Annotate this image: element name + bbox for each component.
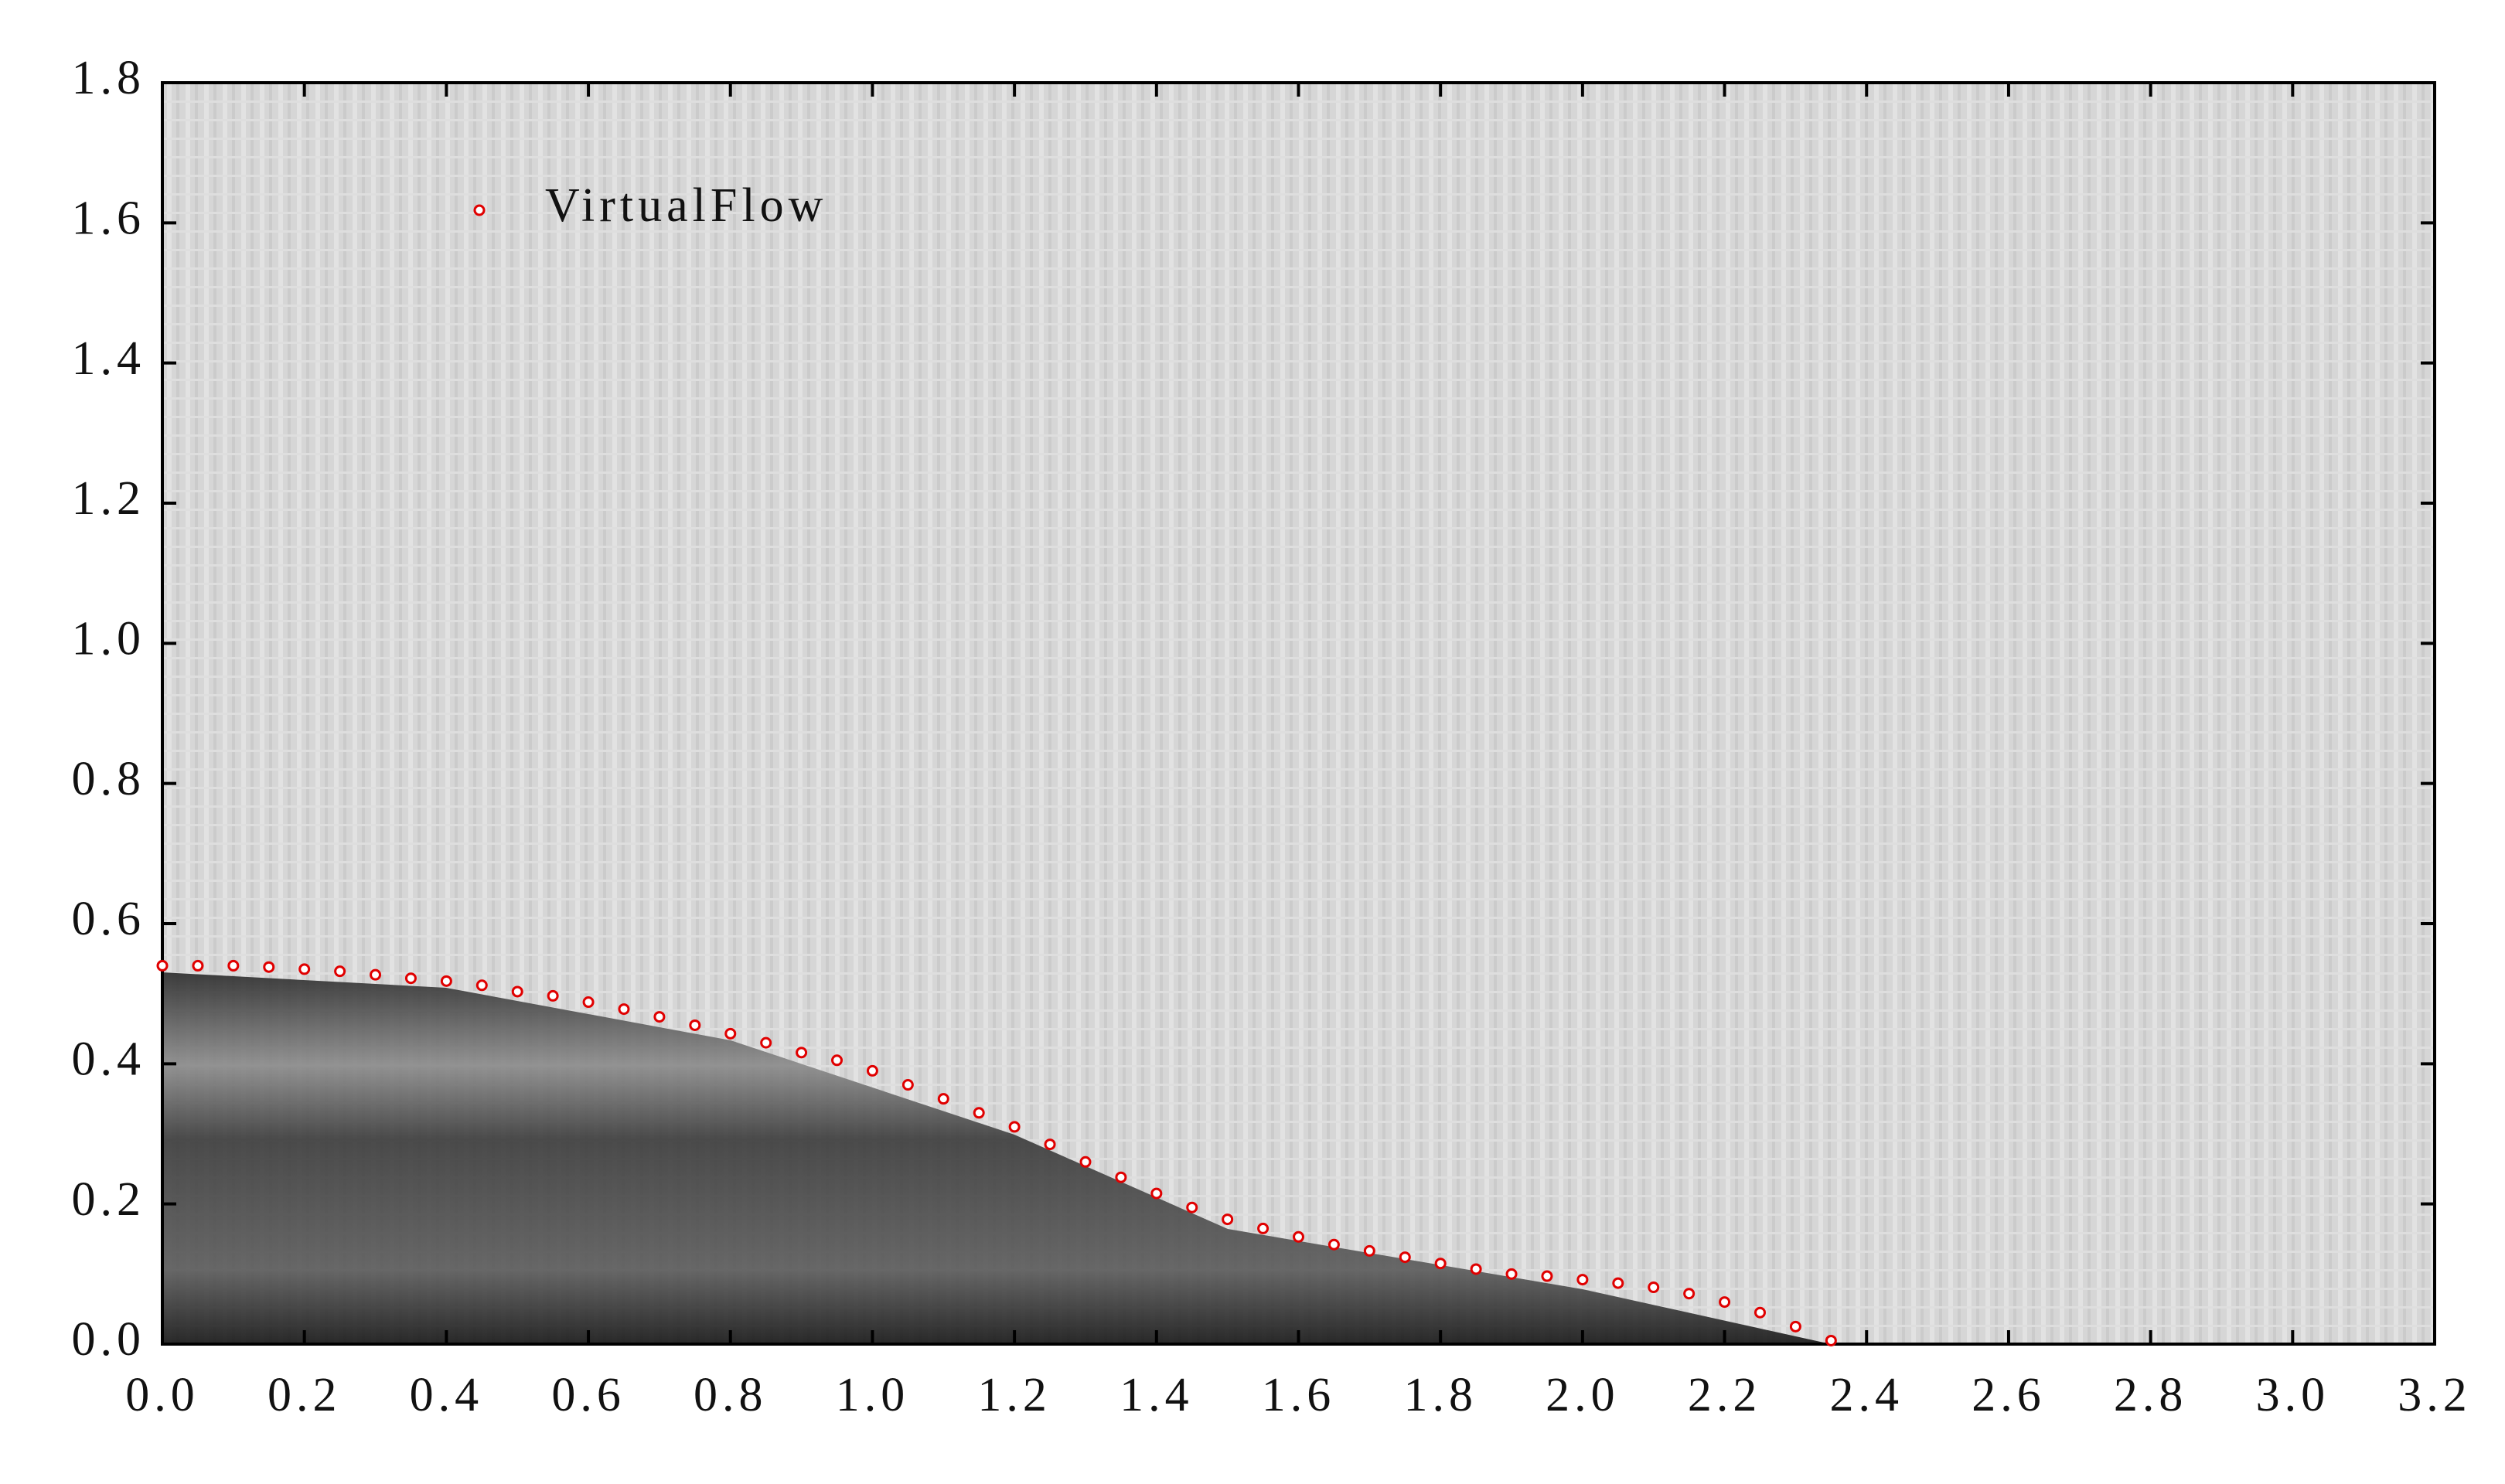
x-tick-label: 1.8 — [1403, 1369, 1477, 1421]
data-point — [1505, 1268, 1518, 1280]
y-tick-label: 0.4 — [72, 1033, 146, 1086]
x-tick-label: 3.0 — [2256, 1369, 2330, 1421]
x-tick-label: 2.6 — [1972, 1369, 2046, 1421]
x-tick-label: 0.6 — [551, 1369, 625, 1421]
x-tick-label: 0.0 — [125, 1369, 199, 1421]
y-tick-label: 0.2 — [72, 1173, 146, 1226]
data-point — [937, 1093, 949, 1105]
y-tick-label: 0.0 — [72, 1313, 146, 1366]
data-point — [227, 959, 240, 972]
x-tick-label: 1.0 — [836, 1369, 910, 1421]
data-point — [831, 1054, 844, 1067]
data-point — [582, 996, 595, 1009]
data-point — [1612, 1277, 1624, 1289]
data-point — [1079, 1156, 1092, 1168]
y-tick-label: 1.2 — [72, 472, 146, 525]
legend-label: VirtualFlow — [545, 179, 827, 232]
x-tick-label: 1.6 — [1262, 1369, 1336, 1421]
data-point — [1327, 1238, 1340, 1251]
data-point — [1186, 1201, 1198, 1213]
y-tick-label: 0.8 — [72, 753, 146, 805]
x-tick-label: 0.2 — [268, 1369, 342, 1421]
x-tick-label: 1.2 — [977, 1369, 1051, 1421]
data-point — [1293, 1230, 1304, 1243]
x-tick-label: 2.8 — [2114, 1369, 2188, 1421]
data-point — [653, 1011, 666, 1023]
data-point — [1754, 1306, 1766, 1319]
x-tick-label: 3.2 — [2398, 1369, 2472, 1421]
data-point — [689, 1019, 701, 1031]
data-point — [404, 972, 417, 985]
field-dark-region — [162, 972, 1831, 1344]
data-point — [370, 968, 382, 981]
y-tick-label: 1.6 — [72, 192, 146, 245]
data-point — [1434, 1258, 1447, 1270]
data-point — [511, 985, 523, 998]
data-point — [1008, 1121, 1021, 1133]
data-point — [1825, 1334, 1837, 1346]
data-point — [1789, 1320, 1801, 1333]
data-point — [334, 965, 346, 978]
x-tick-label: 2.4 — [1830, 1369, 1904, 1421]
data-point — [901, 1079, 914, 1091]
data-point — [156, 959, 169, 972]
data-point — [440, 975, 452, 987]
data-point — [1470, 1263, 1482, 1275]
data-point — [724, 1027, 737, 1040]
data-point — [1257, 1222, 1270, 1234]
data-point — [547, 989, 559, 1002]
marks: 0.0 0.2 0.4 0.6 0.8 1.0 1.2 1.4 1.6 1.8 2.0 2.2 2.4 2… — [72, 52, 2472, 1421]
data-point — [1363, 1244, 1375, 1257]
x-tick-label: 2.2 — [1688, 1369, 1762, 1421]
x-tick-label: 0.4 — [410, 1369, 484, 1421]
x-tick-label: 0.8 — [694, 1369, 768, 1421]
data-point — [475, 979, 488, 992]
x-tick-label: 1.4 — [1120, 1369, 1194, 1421]
data-point — [1044, 1139, 1056, 1151]
data-point — [973, 1107, 985, 1119]
data-point — [192, 959, 204, 972]
data-point — [1648, 1281, 1660, 1294]
data-point — [1399, 1251, 1411, 1264]
y-tick-label: 1.4 — [72, 332, 146, 385]
data-point — [618, 1003, 630, 1016]
data-point — [298, 963, 311, 975]
data-point — [1222, 1213, 1234, 1226]
data-point — [796, 1047, 808, 1059]
x-tick-label: 2.0 — [1546, 1369, 1620, 1421]
y-tick-label: 0.6 — [72, 893, 146, 945]
data-point — [1115, 1171, 1127, 1183]
y-tick-label: 1.0 — [72, 613, 146, 665]
data-point — [1576, 1274, 1589, 1286]
data-point — [1683, 1288, 1696, 1300]
data-point — [866, 1064, 878, 1077]
data-point — [263, 961, 275, 973]
data-point — [1719, 1296, 1731, 1309]
data-point — [760, 1036, 772, 1049]
data-point — [1541, 1270, 1553, 1282]
legend-marker — [473, 204, 486, 216]
data-point — [1150, 1187, 1163, 1200]
y-tick-label: 1.8 — [72, 52, 146, 104]
